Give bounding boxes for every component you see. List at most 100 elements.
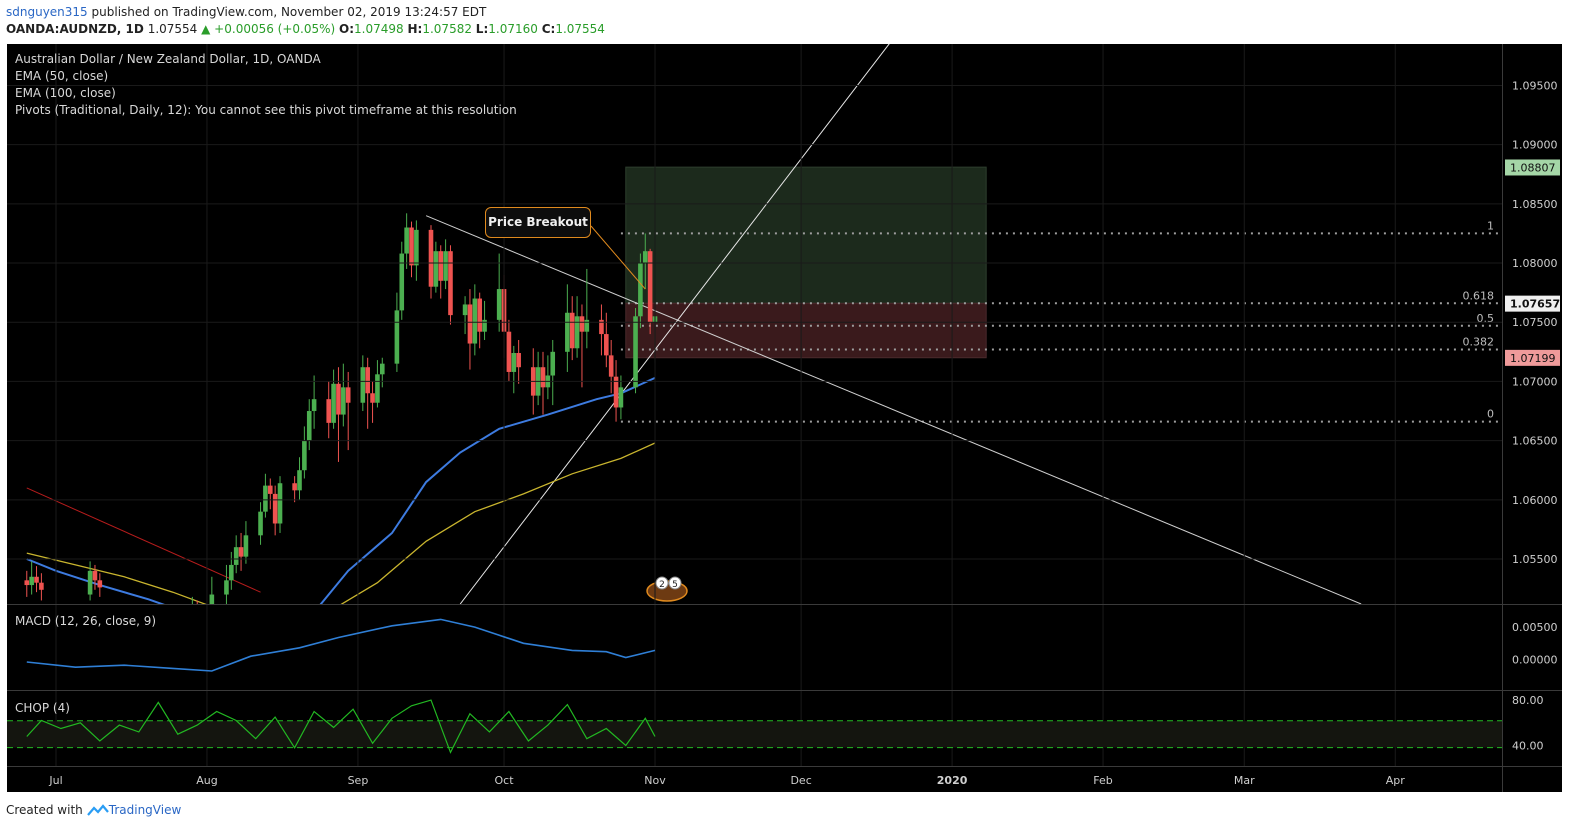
- candle-body: [29, 576, 34, 586]
- candle-body: [267, 485, 273, 494]
- legend-ema100[interactable]: EMA (100, close): [15, 86, 116, 100]
- low-label: L:: [475, 22, 489, 36]
- macd-label[interactable]: MACD (12, 26, close, 9): [15, 614, 157, 628]
- tradingview-brand[interactable]: TradingView: [86, 803, 182, 817]
- legend-title: Australian Dollar / New Zealand Dollar, …: [15, 52, 321, 66]
- candle-body: [331, 383, 336, 423]
- price-tick-label: 1.07000: [1512, 375, 1558, 388]
- time-tick-label: Oct: [495, 774, 515, 787]
- time-tick-label: Aug: [196, 774, 217, 787]
- trendline: [425, 215, 1362, 604]
- event-circle-1: [655, 576, 669, 590]
- target-zone: [625, 166, 987, 304]
- author-link[interactable]: sdnguyen315: [6, 5, 88, 19]
- candle-body: [516, 353, 521, 368]
- footer: Created with TradingView: [6, 803, 181, 817]
- fib-level-label: 0.618: [1463, 289, 1495, 302]
- open-value: 1.07498: [354, 22, 404, 36]
- time-tick-label: Feb: [1093, 774, 1112, 787]
- chop-label[interactable]: CHOP (4): [15, 701, 70, 715]
- fib-level-label: 1: [1487, 219, 1494, 232]
- trendline: [459, 44, 890, 604]
- price-tag-current-text: 1.07657: [1510, 298, 1560, 311]
- price-tick-label: 1.05500: [1512, 553, 1558, 566]
- time-tick-label: Nov: [644, 774, 666, 787]
- candle-body: [604, 334, 609, 356]
- published-text: published on TradingView.com, November 0…: [91, 5, 487, 19]
- price-breakout-callout[interactable]: Price Breakout: [485, 207, 591, 238]
- candle-body: [292, 483, 297, 491]
- candle-body: [540, 367, 546, 388]
- close-label: C:: [541, 22, 556, 36]
- candle-body: [34, 576, 39, 583]
- macd-tick-label: 0.00500: [1512, 621, 1558, 634]
- high-value: 1.07582: [422, 22, 472, 36]
- price-tick-label: 1.08000: [1512, 257, 1558, 270]
- high-label: H:: [407, 22, 423, 36]
- candle-body: [638, 263, 643, 317]
- candle-body: [477, 298, 482, 332]
- legend-pivots[interactable]: Pivots (Traditional, Daily, 12): You can…: [15, 103, 517, 117]
- chart-background: [7, 44, 1562, 792]
- candle-body: [365, 367, 370, 394]
- time-tick-label: Sep: [348, 774, 369, 787]
- candle-body: [258, 511, 263, 536]
- candle-body: [438, 251, 444, 281]
- event-circle-2: [668, 576, 682, 590]
- fib-level-label: 0.5: [1477, 312, 1495, 325]
- candle-body: [24, 580, 30, 586]
- price-tick-label: 1.08500: [1512, 198, 1558, 211]
- candle-body: [409, 227, 414, 266]
- fib-level-label: 0.382: [1463, 335, 1495, 348]
- candle-body: [209, 594, 215, 604]
- time-tick-label: Mar: [1234, 774, 1255, 787]
- price-tag-current: [1505, 295, 1560, 312]
- candle-body: [428, 229, 434, 287]
- price-tag-stop: [1505, 349, 1560, 366]
- chop-band-fill: [7, 720, 1502, 748]
- candle-body: [375, 374, 380, 403]
- ema100-line: [26, 442, 656, 604]
- ema50-line: [26, 376, 656, 604]
- symbol-quote: OANDA:AUDNZD, 1D 1.07554 ▲ +0.00056 (+0.…: [6, 22, 605, 36]
- candle-body: [462, 304, 468, 316]
- open-label: O:: [339, 22, 355, 36]
- trendline: [26, 487, 261, 593]
- candle-body: [613, 376, 619, 408]
- candle-body: [618, 387, 624, 408]
- candle-body: [443, 251, 448, 281]
- candle-body: [277, 483, 283, 524]
- candle-body: [297, 470, 302, 491]
- price-change: ▲ +0.00056 (+0.05%): [201, 22, 336, 36]
- tradingview-brand-text: TradingView: [108, 803, 182, 817]
- candle-body: [574, 316, 580, 349]
- event-count-2: 5: [672, 580, 678, 590]
- candle-body: [584, 319, 590, 332]
- candle-body: [448, 251, 453, 316]
- chop-tick-label: 40.00: [1512, 740, 1544, 753]
- time-tick-label: Dec: [790, 774, 811, 787]
- candle-body: [482, 319, 487, 332]
- price-tick-label: 1.09000: [1512, 139, 1558, 152]
- legend-ema50[interactable]: EMA (50, close): [15, 69, 109, 83]
- candle-body: [345, 387, 351, 403]
- candle-body: [642, 251, 648, 264]
- candle-body: [97, 580, 103, 588]
- candle-body: [569, 312, 575, 349]
- candle-body: [39, 582, 44, 590]
- candle-body: [238, 547, 244, 557]
- candle-body: [647, 251, 653, 323]
- time-tick-label: Jul: [48, 774, 62, 787]
- candle-body: [399, 253, 405, 311]
- publish-info: sdnguyen315 published on TradingView.com…: [6, 5, 486, 19]
- candle-body: [370, 393, 375, 403]
- candle-body: [336, 383, 341, 415]
- low-value: 1.07160: [488, 22, 538, 36]
- candle-body: [608, 355, 614, 377]
- created-with-text: Created with: [6, 803, 83, 817]
- candle-body: [272, 493, 278, 524]
- candle-body: [302, 440, 307, 471]
- price-tick-label: 1.06500: [1512, 435, 1558, 448]
- symbol: OANDA:AUDNZD, 1D: [6, 22, 144, 36]
